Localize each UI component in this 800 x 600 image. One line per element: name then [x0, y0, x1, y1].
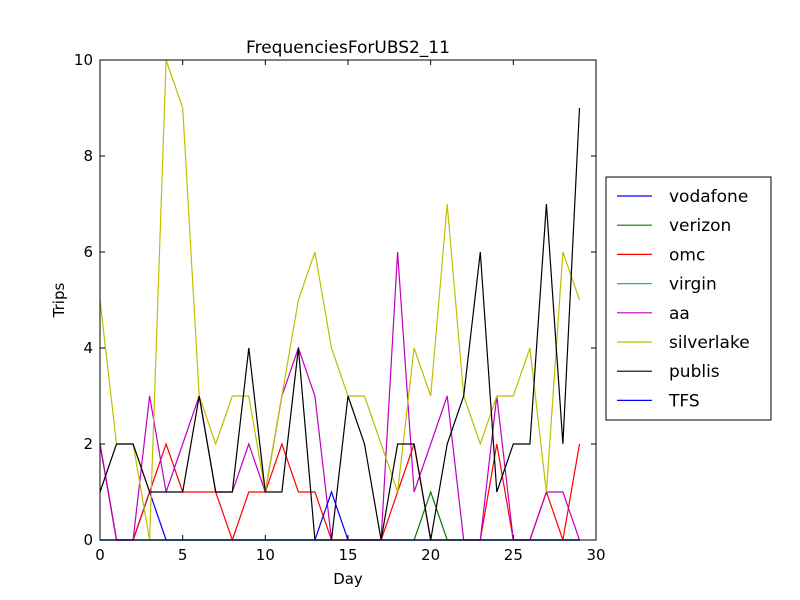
legend-label-virgin: virgin [669, 275, 717, 295]
legend: vodafone verizon omc virgin aa silverlake publ… [605, 176, 772, 421]
legend-label-verizon: verizon [669, 216, 731, 236]
x-tick-label: 5 [178, 546, 188, 564]
x-tick-label: 30 [586, 546, 605, 564]
x-tick-label: 25 [504, 546, 523, 564]
x-axis-label: Day [333, 570, 363, 588]
legend-label-vodafone: vodafone [669, 187, 748, 207]
x-tick-label: 10 [256, 546, 275, 564]
legend-label-aa: aa [669, 304, 690, 324]
x-tick-label: 15 [338, 546, 357, 564]
x-axis: 0 5 10 15 20 25 30 [95, 60, 606, 564]
x-tick-label: 0 [95, 546, 105, 564]
legend-label-publis: publis [669, 362, 720, 382]
legend-label-omc: omc [669, 245, 705, 265]
y-tick-label: 0 [83, 531, 93, 549]
series-line-silverlake [99, 59, 581, 541]
x-tick-label: 20 [421, 546, 440, 564]
plot-area [99, 59, 581, 542]
y-tick-label: 6 [83, 243, 93, 261]
legend-frame [605, 176, 772, 421]
y-tick-label: 10 [74, 51, 93, 69]
y-tick-label: 2 [83, 435, 93, 453]
legend-label-silverlake: silverlake [669, 333, 750, 353]
series-line-tfs [100, 490, 580, 541]
y-axis: 0 2 4 6 8 10 [74, 51, 596, 549]
chart-title: FrequenciesForUBS2_11 [246, 38, 450, 58]
legend-label-tfs: TFS [668, 391, 700, 411]
y-tick-label: 8 [83, 147, 93, 165]
series-line-publis [99, 107, 581, 541]
y-axis-label: Trips [50, 283, 68, 319]
y-tick-label: 4 [83, 339, 93, 357]
